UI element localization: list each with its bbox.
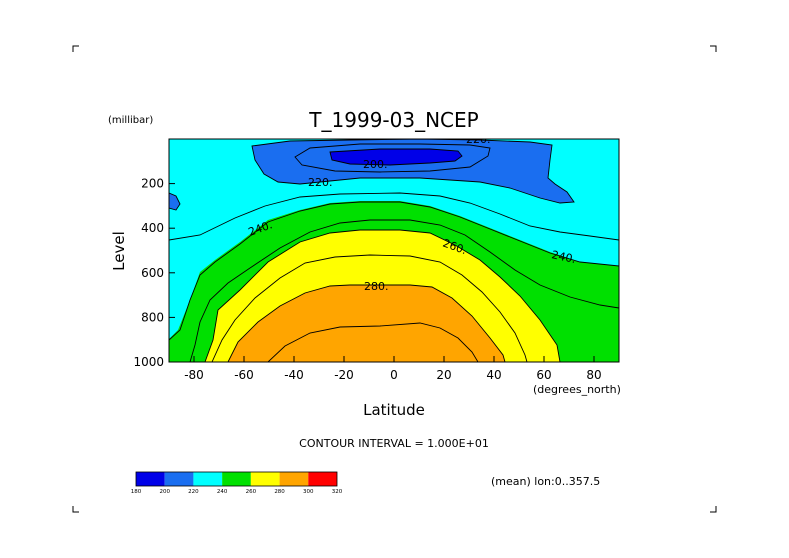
colorbar-level-label: 180	[131, 489, 142, 495]
colorbar-swatch	[164, 472, 194, 486]
band-280-300	[228, 285, 505, 362]
band-180-200	[330, 149, 462, 165]
colorbar-swatch	[222, 472, 251, 486]
contour-label: 280.	[364, 280, 389, 293]
y-tick-label: 400	[141, 221, 164, 235]
colorbar-level-label: 260	[246, 489, 257, 495]
x-tick-label: 0	[390, 368, 398, 382]
corner-marks	[72, 45, 717, 513]
x-units-label: (degrees_north)	[533, 383, 621, 396]
colorbar-level-label: 240	[217, 489, 228, 495]
contour-label: 220.	[308, 176, 333, 189]
x-tick-label: 40	[486, 368, 501, 382]
x-tick-label: -40	[284, 368, 304, 382]
x-tick-label: -80	[184, 368, 204, 382]
x-axis: -80 -60 -40 -20 0 20 40 60 80	[184, 356, 602, 382]
y-tick-label: 1000	[133, 355, 164, 369]
colorbar-level-label: 220	[188, 489, 199, 495]
colorbar-swatch	[193, 472, 223, 486]
colorbar-level-label: 200	[159, 489, 170, 495]
colorbar-swatch	[136, 472, 165, 486]
y-tick-label: 600	[141, 266, 164, 280]
y-units-label: (millibar)	[108, 115, 153, 126]
colorbar: 180 200 220 240 260 280 300 320	[131, 471, 343, 495]
colorbar-frame	[135, 471, 338, 487]
x-tick-label: 60	[536, 368, 551, 382]
y-axis-title: Level	[110, 231, 128, 271]
band-200-220-left	[169, 193, 180, 210]
x-axis-title: Latitude	[363, 401, 425, 419]
contour-lines	[169, 139, 619, 362]
colorbar-level-label: 300	[303, 489, 314, 495]
x-tick-label: -20	[334, 368, 354, 382]
plot-area: 220. 200. 220. 240. 260. 240. 280.	[168, 133, 620, 363]
y-tick-label: 800	[141, 310, 164, 324]
colorbar-swatch	[250, 472, 280, 486]
x-tick-label: 20	[436, 368, 451, 382]
colorbar-level-label: 320	[332, 489, 343, 495]
colorbar-level-label: 280	[274, 489, 285, 495]
colorbar-swatch	[279, 472, 309, 486]
y-tick-label: 200	[141, 177, 164, 191]
colorbar-swatch	[308, 472, 337, 486]
x-tick-label: -60	[234, 368, 254, 382]
chart-title: T_1999-03_NCEP	[308, 108, 478, 132]
mean-lon-annotation: (mean) lon:0..357.5	[491, 475, 600, 488]
y-axis: 200 400 600 800 1000	[133, 177, 175, 369]
contour-label: 240.	[550, 248, 577, 266]
contour-label: 200.	[363, 158, 388, 171]
contour-label: 220.	[466, 133, 491, 146]
x-tick-label: 80	[586, 368, 601, 382]
contour-interval-text: CONTOUR INTERVAL = 1.000E+01	[299, 437, 489, 450]
